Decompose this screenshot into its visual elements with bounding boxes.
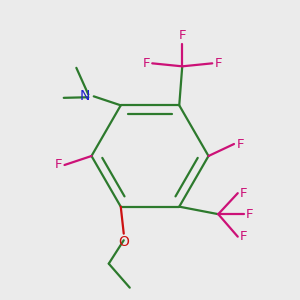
Text: F: F bbox=[236, 137, 244, 151]
Text: F: F bbox=[246, 208, 253, 221]
Text: F: F bbox=[55, 158, 62, 172]
Text: F: F bbox=[239, 187, 247, 200]
Text: F: F bbox=[239, 230, 247, 243]
Text: F: F bbox=[178, 29, 186, 42]
Text: O: O bbox=[118, 235, 129, 249]
Text: F: F bbox=[215, 57, 222, 70]
Text: N: N bbox=[80, 89, 90, 103]
Text: F: F bbox=[142, 57, 150, 70]
